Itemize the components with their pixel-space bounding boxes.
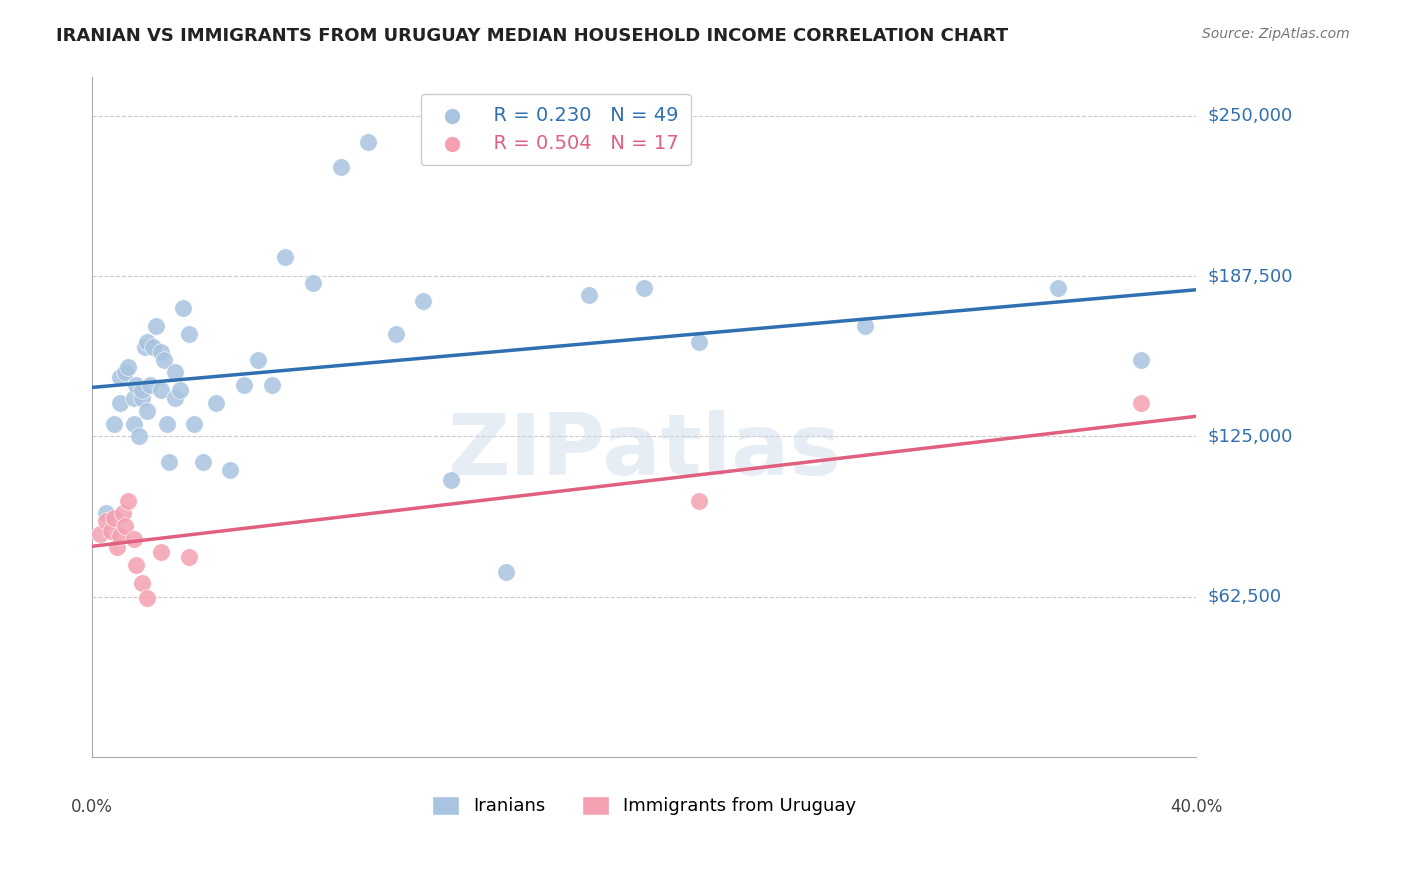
Point <box>163 391 186 405</box>
Point <box>357 135 380 149</box>
Point <box>122 417 145 431</box>
Point <box>205 396 228 410</box>
Point <box>150 344 173 359</box>
Point <box>142 340 165 354</box>
Point <box>103 417 125 431</box>
Point <box>131 391 153 405</box>
Point <box>153 352 176 367</box>
Point <box>139 378 162 392</box>
Point <box>136 404 159 418</box>
Point <box>89 527 111 541</box>
Text: 40.0%: 40.0% <box>1170 797 1222 815</box>
Text: $62,500: $62,500 <box>1208 588 1281 606</box>
Point <box>105 540 128 554</box>
Point <box>100 524 122 539</box>
Point <box>114 365 136 379</box>
Point <box>94 514 117 528</box>
Point <box>233 378 256 392</box>
Point <box>274 250 297 264</box>
Point <box>172 301 194 316</box>
Point <box>122 391 145 405</box>
Point <box>1129 352 1152 367</box>
Text: ZIPatlas: ZIPatlas <box>447 409 841 492</box>
Point <box>183 417 205 431</box>
Point <box>177 326 200 341</box>
Point <box>440 473 463 487</box>
Point <box>633 281 655 295</box>
Point <box>136 591 159 605</box>
Text: $187,500: $187,500 <box>1208 268 1292 285</box>
Text: $250,000: $250,000 <box>1208 107 1292 125</box>
Point <box>495 566 517 580</box>
Point <box>246 352 269 367</box>
Point <box>688 334 710 349</box>
Point <box>1046 281 1069 295</box>
Point <box>122 532 145 546</box>
Point <box>134 340 156 354</box>
Point <box>131 384 153 398</box>
Point <box>163 365 186 379</box>
Point <box>108 396 131 410</box>
Point <box>136 334 159 349</box>
Text: 0.0%: 0.0% <box>72 797 112 815</box>
Point <box>384 326 406 341</box>
Point <box>329 160 352 174</box>
Point <box>853 319 876 334</box>
Point <box>688 493 710 508</box>
Point <box>131 575 153 590</box>
Point <box>114 519 136 533</box>
Point <box>111 507 134 521</box>
Point <box>125 378 148 392</box>
Text: $125,000: $125,000 <box>1208 427 1292 445</box>
Point <box>219 463 242 477</box>
Legend: Iranians, Immigrants from Uruguay: Iranians, Immigrants from Uruguay <box>425 789 863 822</box>
Point <box>94 507 117 521</box>
Point <box>159 455 181 469</box>
Point <box>156 417 179 431</box>
Point <box>108 529 131 543</box>
Point <box>260 378 283 392</box>
Point <box>150 545 173 559</box>
Text: IRANIAN VS IMMIGRANTS FROM URUGUAY MEDIAN HOUSEHOLD INCOME CORRELATION CHART: IRANIAN VS IMMIGRANTS FROM URUGUAY MEDIA… <box>56 27 1008 45</box>
Point <box>412 293 434 308</box>
Point <box>117 360 139 375</box>
Point <box>108 370 131 384</box>
Point <box>302 276 325 290</box>
Point <box>578 288 600 302</box>
Point <box>169 384 191 398</box>
Text: Source: ZipAtlas.com: Source: ZipAtlas.com <box>1202 27 1350 41</box>
Point <box>1129 396 1152 410</box>
Point <box>150 384 173 398</box>
Point <box>177 549 200 564</box>
Point <box>103 511 125 525</box>
Point <box>145 319 167 334</box>
Point <box>117 493 139 508</box>
Point <box>128 429 150 443</box>
Point <box>191 455 214 469</box>
Point <box>125 558 148 572</box>
